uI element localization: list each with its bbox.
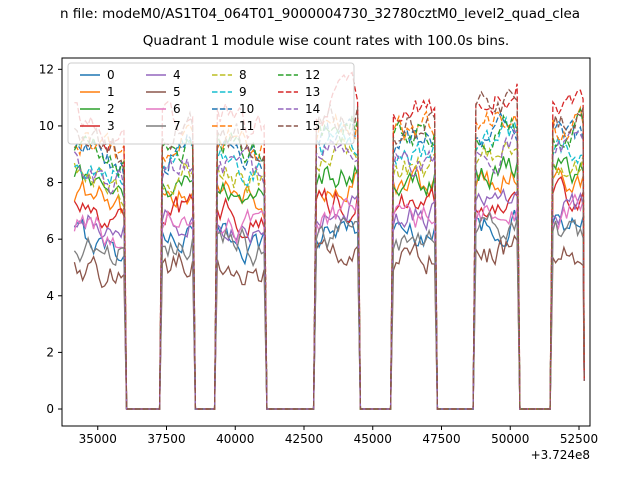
legend-label-0: 0 [107,68,115,82]
axes-title: Quadrant 1 module wise count rates with … [142,33,510,49]
y-tick-label: 4 [46,289,54,303]
legend-label-7: 7 [173,119,181,133]
legend-label-9: 9 [239,85,247,99]
y-tick-label: 0 [46,402,54,416]
y-tick-label: 6 [46,232,54,246]
x-tick-label: 45000 [354,432,392,446]
y-tick-label: 12 [39,62,54,76]
x-tick-label: 35000 [79,432,117,446]
figure-suptitle: n file: modeM0/AS1T04_064T01_9000004730_… [59,6,581,22]
legend-label-3: 3 [107,119,115,133]
x-axis-offset-label: +3.724e8 [530,448,590,462]
x-tick-label: 52500 [560,432,598,446]
y-tick-label: 2 [46,345,54,359]
x-tick-label: 37500 [147,432,185,446]
legend-box [67,62,355,145]
legend-label-15: 15 [305,119,320,133]
legend-label-5: 5 [173,85,181,99]
legend-label-4: 4 [173,68,181,82]
axes-frame [61,57,591,427]
legend-label-14: 14 [305,102,320,116]
legend-label-1: 1 [107,85,115,99]
legend-label-12: 12 [305,68,320,82]
legend-label-6: 6 [173,102,181,116]
y-tick-label: 8 [46,176,54,190]
legend-label-2: 2 [107,102,115,116]
legend-label-13: 13 [305,85,320,99]
legend-label-11: 11 [239,119,254,133]
x-tick-label: 50000 [491,432,529,446]
x-tick-label: 40000 [216,432,254,446]
x-tick-label: 42500 [285,432,323,446]
y-tick-label: 10 [39,119,54,133]
legend-label-8: 8 [239,68,247,82]
x-tick-label: 47500 [422,432,460,446]
legend-label-10: 10 [239,102,254,116]
